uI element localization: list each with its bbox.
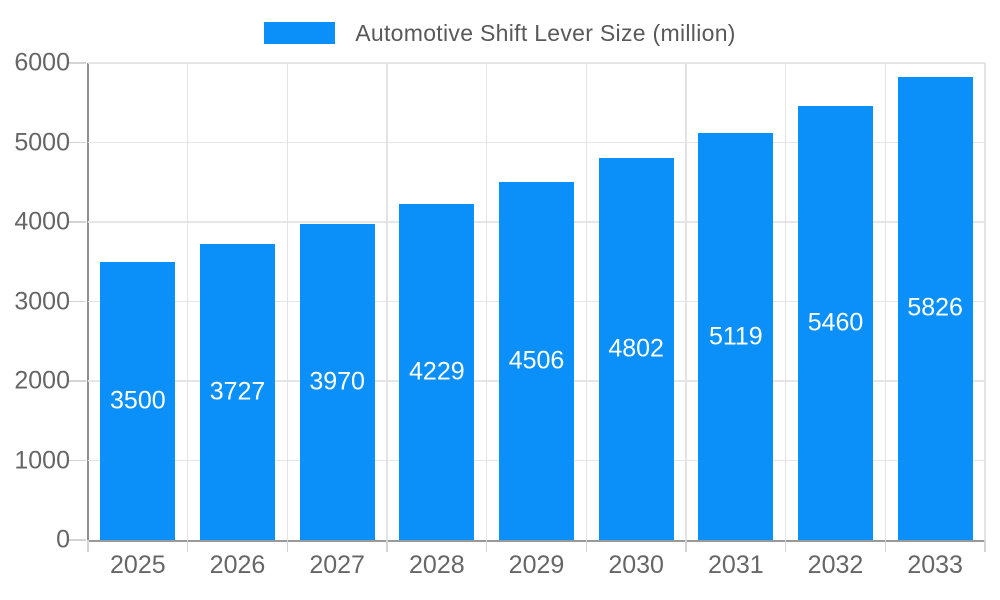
x-axis-tick-label: 2029 (508, 551, 565, 579)
x-axis-tick (984, 540, 986, 552)
gridline-vertical (585, 63, 588, 540)
gridline-vertical (286, 63, 289, 540)
x-axis-tick (386, 540, 388, 552)
y-axis-tick (68, 459, 86, 462)
bar-2025[interactable]: 3500 (100, 261, 176, 540)
gridline-vertical (485, 63, 488, 540)
x-axis-tick (186, 540, 189, 552)
bar-value-label: 5119 (708, 322, 763, 351)
x-axis-tick (685, 540, 687, 552)
x-axis-tick-label: 2025 (110, 551, 166, 579)
bar-value-label: 4229 (409, 357, 465, 386)
bar-2031[interactable]: 5119 (698, 133, 774, 540)
x-axis-tick (585, 540, 588, 552)
y-axis-tick-label: 0 (56, 525, 70, 554)
x-axis-tick-label: 2030 (608, 551, 664, 579)
x-axis-tick (784, 540, 787, 552)
y-axis-tick-label: 5000 (14, 128, 70, 156)
y-axis-tick (68, 539, 86, 541)
bar-2026[interactable]: 3727 (200, 243, 275, 540)
x-axis-tick-label: 2031 (708, 551, 764, 579)
y-axis-tick-label: 2000 (14, 366, 70, 395)
gridline-vertical (386, 63, 388, 540)
y-axis-tick (68, 62, 86, 64)
y-axis-tick (68, 221, 86, 223)
plot-area: 3500 3727 3970 4229 4506 4802 5119 5460 5826 (68, 62, 986, 552)
gridline-vertical (984, 63, 986, 540)
bar-2029[interactable]: 4506 (499, 181, 574, 540)
y-axis-tick (68, 141, 86, 144)
x-axis-tick-label: 2033 (907, 551, 963, 579)
y-axis-tick (68, 300, 86, 303)
x-axis-line (87, 540, 986, 542)
y-axis-tick (68, 380, 86, 382)
legend-label: Automotive Shift Lever Size (million) (355, 19, 736, 46)
bar-value-label: 5460 (807, 308, 864, 337)
gridline-vertical (186, 63, 189, 540)
x-axis-tick (286, 540, 289, 552)
bar-value-label: 3500 (110, 386, 166, 415)
bar-value-label: 3727 (209, 377, 266, 406)
gridline-vertical (884, 63, 887, 540)
gridline-horizontal (88, 62, 985, 64)
x-axis-tick-label: 2032 (807, 551, 864, 579)
y-axis-tick-label: 3000 (14, 287, 70, 315)
x-axis-tick (87, 540, 89, 552)
x-axis-tick (485, 540, 488, 552)
bar-2033[interactable]: 5826 (897, 76, 973, 540)
x-axis-tick (884, 540, 887, 552)
legend-item[interactable]: Automotive Shift Lever Size (million) (0, 17, 1000, 49)
y-axis-line (87, 63, 89, 542)
bar-value-label: 4802 (608, 334, 664, 363)
bar-value-label: 4506 (508, 346, 565, 375)
y-axis-tick-label: 4000 (14, 207, 70, 236)
y-axis-tick-label: 1000 (14, 446, 70, 474)
gridline-vertical (685, 63, 687, 540)
bar-2032[interactable]: 5460 (798, 105, 873, 540)
bar-2030[interactable]: 4802 (598, 158, 674, 540)
bar-2028[interactable]: 4229 (399, 203, 475, 540)
x-axis-tick-label: 2027 (309, 551, 365, 579)
gridline-horizontal (88, 141, 985, 144)
x-axis-tick-label: 2026 (209, 551, 266, 579)
y-axis-tick-label: 6000 (14, 48, 70, 77)
bar-value-label: 3970 (309, 367, 365, 396)
bar-value-label: 5826 (907, 293, 963, 322)
bar-2027[interactable]: 3970 (299, 224, 375, 540)
gridline-vertical (784, 63, 787, 540)
x-axis-tick-label: 2028 (409, 551, 465, 579)
legend-swatch (264, 22, 336, 44)
